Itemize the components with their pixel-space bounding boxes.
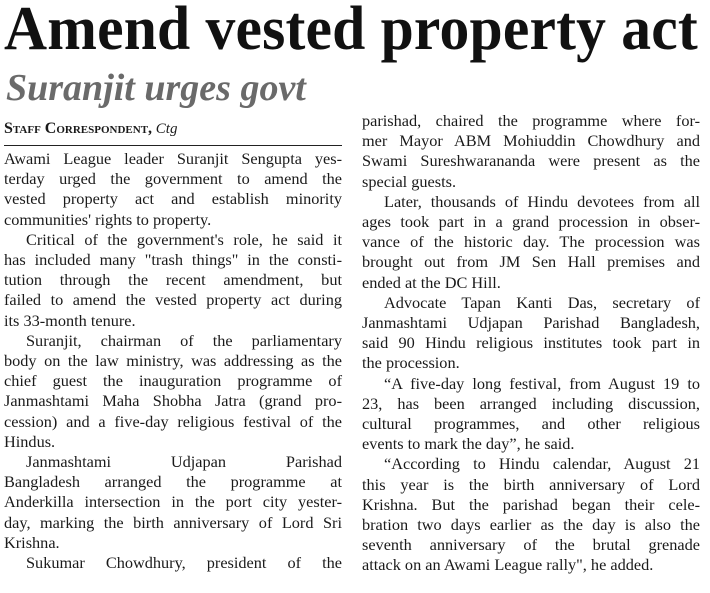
text-line: day, marking the birth anniversary of Lo…	[4, 512, 342, 532]
headline: Amend vested property act	[4, 0, 698, 63]
text-line: its 33-month tenure.	[4, 310, 136, 330]
text-line: special guests.	[362, 171, 457, 191]
text-line: terday urged the government to amend the	[4, 169, 342, 189]
byline-name: Staff Correspondent,	[4, 120, 153, 137]
text-line: Janmashtami Udjapan Parishad	[26, 452, 342, 472]
text-line: body on the law ministry, was addressing…	[4, 351, 342, 371]
text-line: seventh anniversary of the brutal grenad…	[362, 535, 700, 555]
text-line: Suranjit, chairman of the parliamentary	[26, 330, 342, 350]
text-line: 23, has been arranged including discussi…	[362, 393, 700, 413]
article-column-2: parishad, chaired the programme where fo…	[362, 111, 700, 576]
article-paragraph: “A five-day long festival, from August 1…	[362, 374, 700, 455]
text-line: has included many "trash things" in the …	[4, 250, 342, 270]
article-paragraph: Later, thousands of Hindu devotees from …	[362, 192, 700, 293]
article-paragraph: Awami League leader Suranjit Sengupta ye…	[4, 149, 342, 230]
article-paragraph: Advocate Tapan Kanti Das, secretary of Ja…	[362, 293, 700, 374]
text-line: Swami Sureshwarananda were present as th…	[362, 151, 700, 171]
text-line: Hindus.	[4, 431, 56, 451]
text-line: cession) and a five-day religious festiv…	[4, 411, 342, 431]
text-line: Advocate Tapan Kanti Das, secretary of	[384, 292, 700, 312]
text-line: said 90 Hindu religious institutes took …	[362, 333, 700, 353]
text-line: cultural programmes, and other religious	[362, 414, 700, 434]
text-line: ages took part in a grand procession in …	[362, 212, 700, 232]
text-line: vance of the historic day. The processio…	[362, 232, 700, 252]
text-line: bration two days earlier as the day is a…	[362, 515, 700, 535]
text-line: mer Mayor ABM Mohiuddin Chowdhury and	[362, 131, 700, 151]
text-line: Janmashtami Udjapan Parishad Bangladesh,	[362, 313, 700, 333]
byline-location: Ctg	[155, 121, 178, 137]
text-line: Critical of the government's role, he sa…	[26, 229, 342, 249]
text-line: ended at the DC Hill.	[362, 272, 501, 292]
text-line: vested property act and establish minori…	[4, 189, 342, 209]
text-line: communities' rights to property.	[4, 209, 212, 229]
text-line: chief guest the inauguration programme o…	[4, 371, 342, 391]
article-paragraph: Suranjit, chairman of the parliamentary b…	[4, 331, 342, 452]
text-line: brought out from JM Sen Hall premises an…	[362, 252, 700, 272]
text-line: Sukumar Chowdhury, president of the	[26, 553, 342, 573]
byline-divider	[4, 145, 342, 146]
article-paragraph: Sukumar Chowdhury, president of the	[4, 553, 342, 573]
text-line: failed to amend the vested property act …	[4, 290, 342, 310]
article-paragraph: Janmashtami Udjapan Parishad Bangladesh a…	[4, 452, 342, 553]
article-column-1: Awami League leader Suranjit Sengupta ye…	[4, 149, 342, 573]
text-line: “A five-day long festival, from August 1…	[384, 373, 700, 393]
text-line: attack on an Awami League rally", he add…	[362, 555, 654, 575]
text-line: tution through the recent amendment, but	[4, 270, 342, 290]
text-line: Krishna. But the parishad began their ce…	[362, 494, 700, 514]
byline: Staff Correspondent, Ctg	[4, 119, 342, 139]
text-line: Later, thousands of Hindu devotees from …	[384, 191, 700, 211]
text-line: Krishna.	[4, 532, 60, 552]
article-paragraph: Critical of the government's role, he sa…	[4, 230, 342, 331]
text-line: events to mark the day”, he said.	[362, 434, 575, 454]
text-line: “According to Hindu calendar, August 21	[384, 454, 700, 474]
text-line: this year is the birth anniversary of Lo…	[362, 474, 700, 494]
text-line: Bangladesh arranged the programme at	[4, 472, 342, 492]
text-line: Janmashtami Maha Shobha Jatra (grand pro…	[4, 391, 342, 411]
subheadline: Suranjit urges govt	[6, 67, 306, 109]
text-line: the procession.	[362, 353, 460, 373]
text-line: Anderkilla intersection in the port city…	[4, 492, 342, 512]
article-paragraph: parishad, chaired the programme where fo…	[362, 111, 700, 192]
text-line: Awami League leader Suranjit Sengupta ye…	[4, 149, 342, 168]
text-line: parishad, chaired the programme where fo…	[362, 111, 700, 130]
article-paragraph: “According to Hindu calendar, August 21 t…	[362, 454, 700, 575]
